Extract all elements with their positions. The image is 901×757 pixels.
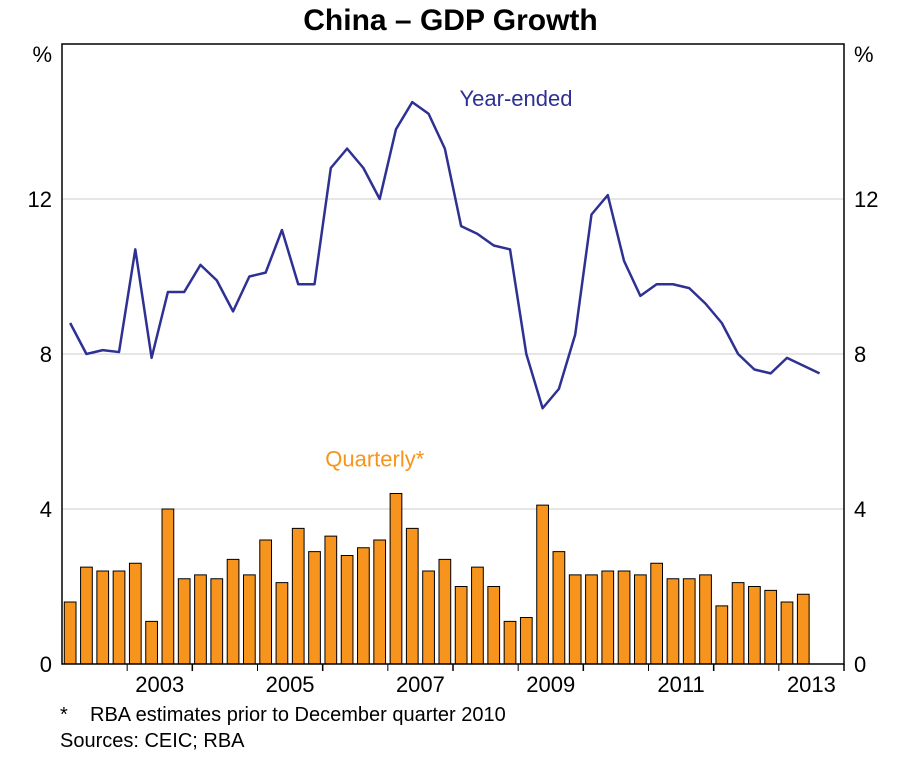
footnote-text: * RBA estimates prior to December quarte…: [60, 704, 506, 727]
svg-text:%: %: [32, 42, 52, 67]
svg-text:Year-ended: Year-ended: [460, 86, 573, 111]
sources-text: Sources: CEIC; RBA: [60, 730, 245, 753]
svg-text:0: 0: [40, 652, 52, 677]
svg-text:2011: 2011: [657, 672, 704, 697]
svg-text:4: 4: [854, 497, 866, 522]
svg-text:4: 4: [40, 497, 52, 522]
chart-container: China – GDP Growth 0 0 4 4 8 8 12 12%% 2003 2005 2…: [0, 0, 901, 757]
chart-svg: 0 0 4 4 8 8 12 12%% 2003 2005 2007 2009 2011 2013 Year…: [0, 0, 901, 757]
svg-text:2005: 2005: [266, 672, 315, 697]
svg-text:2013: 2013: [787, 672, 836, 697]
svg-text:8: 8: [40, 342, 52, 367]
svg-text:%: %: [854, 42, 874, 67]
svg-text:12: 12: [854, 187, 878, 212]
svg-text:2003: 2003: [135, 672, 184, 697]
svg-text:12: 12: [28, 187, 52, 212]
svg-text:2009: 2009: [526, 672, 575, 697]
svg-text:2007: 2007: [396, 672, 445, 697]
svg-text:Quarterly*: Quarterly*: [325, 446, 424, 471]
svg-text:8: 8: [854, 342, 866, 367]
chart-title: China – GDP Growth: [0, 4, 901, 38]
svg-text:0: 0: [854, 652, 866, 677]
